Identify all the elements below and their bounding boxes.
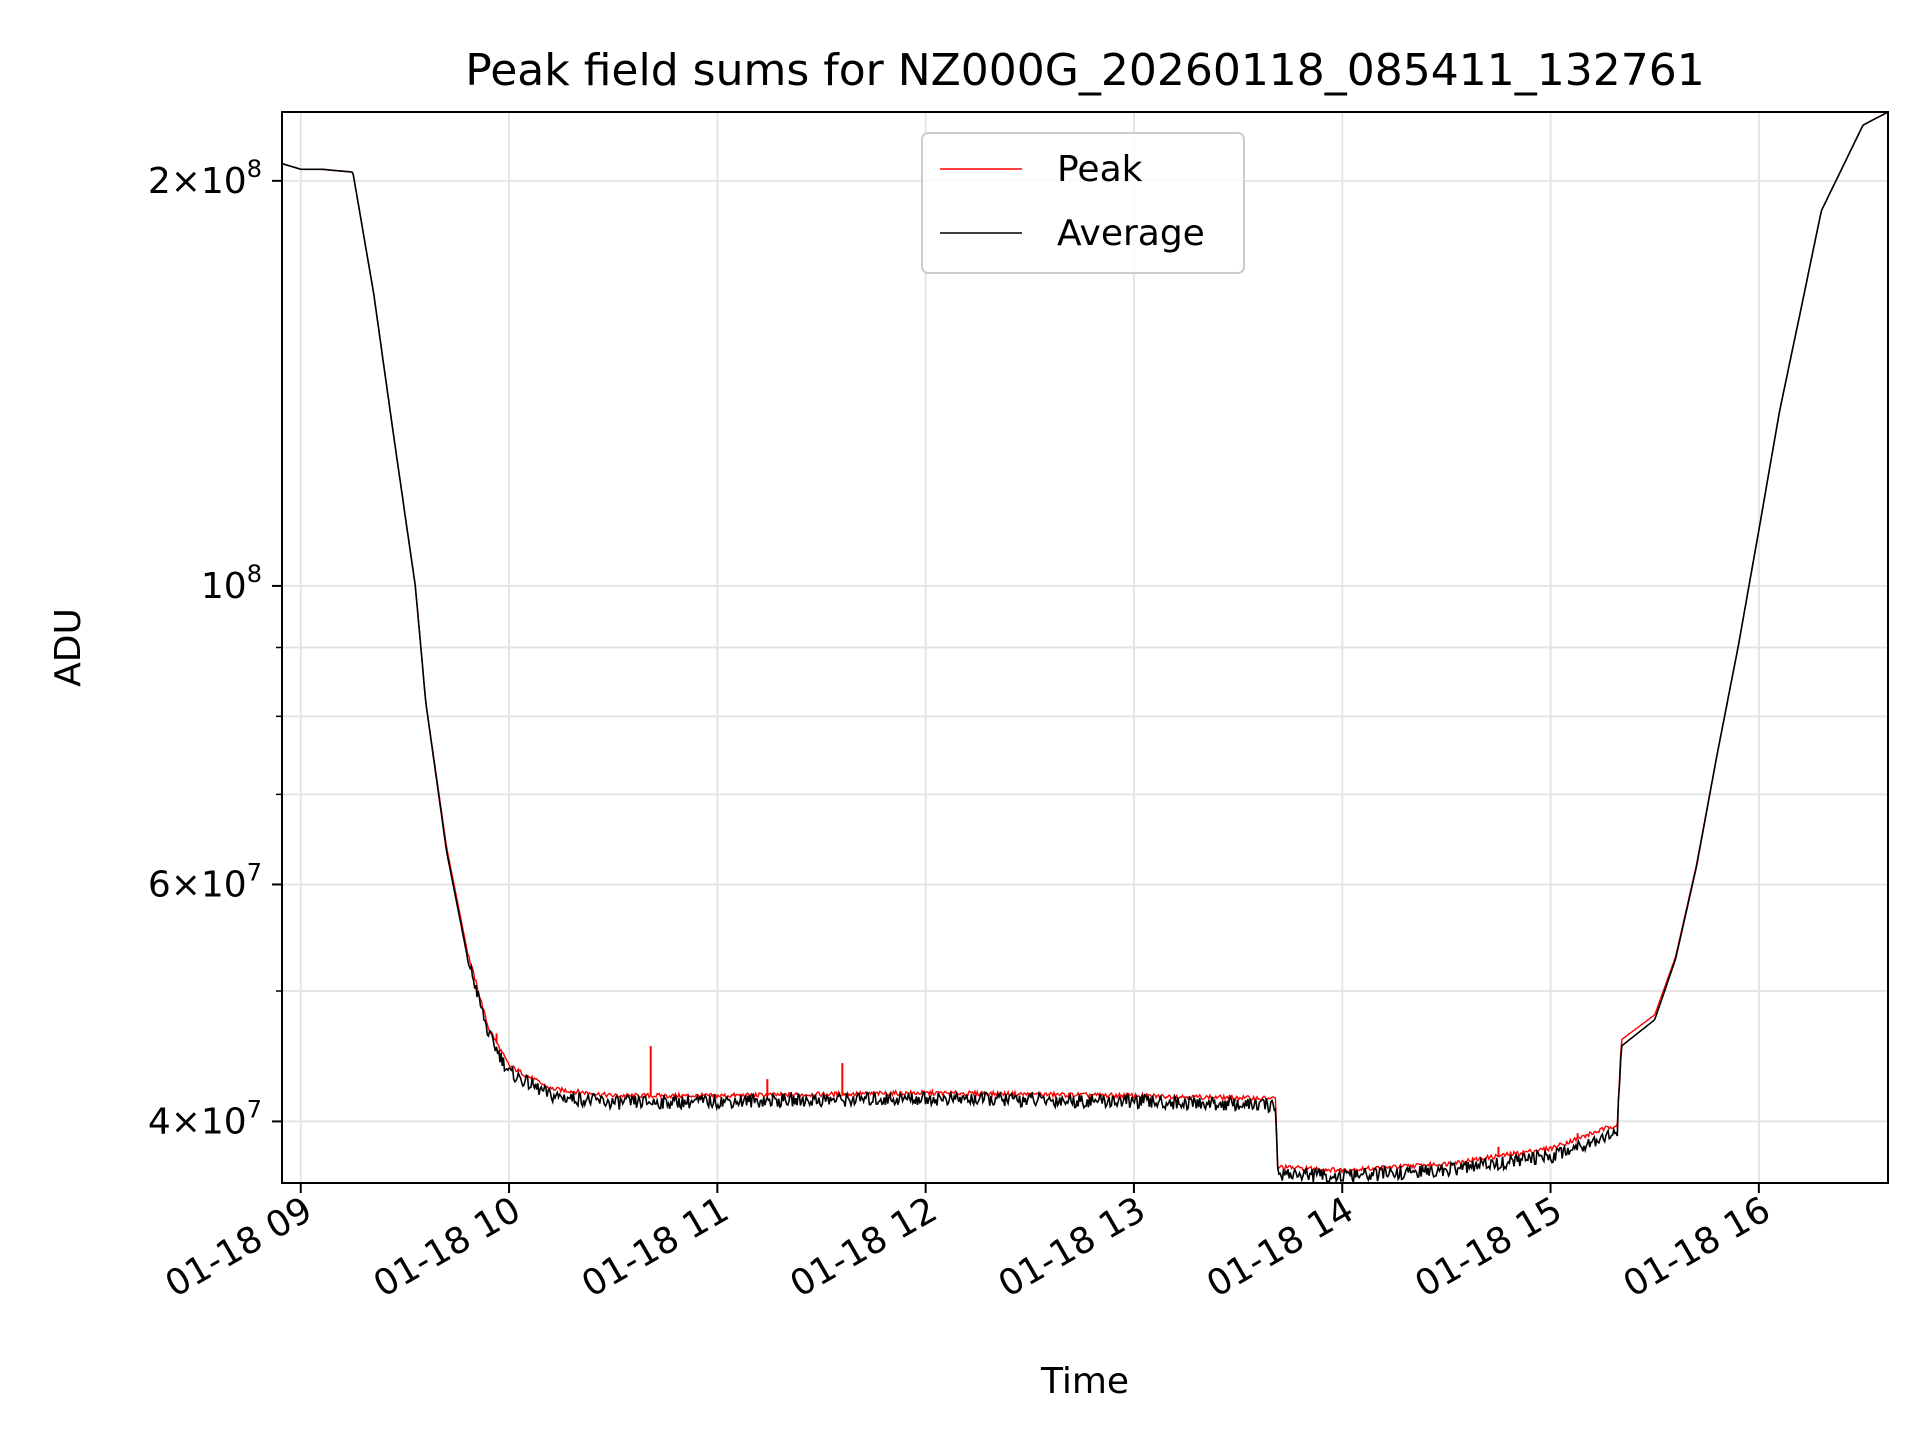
grid	[282, 112, 1888, 1183]
legend-label-peak: Peak	[1057, 149, 1143, 190]
series-line-average	[282, 112, 1888, 1183]
y-tick-label: 6×107	[148, 858, 262, 905]
y-tick-times: ×	[171, 864, 201, 905]
y-tick-base: 10	[201, 161, 247, 202]
y-tick-exponent: 8	[247, 155, 262, 183]
y-tick-times: ×	[171, 1101, 201, 1142]
y-tick-mantissa: 6	[148, 864, 171, 905]
y-tick-mantissa: 4	[148, 1101, 171, 1142]
x-axis-label: Time	[1040, 1361, 1129, 1402]
legend: Peak Average	[921, 132, 1245, 274]
y-tick-exponent: 8	[247, 560, 262, 588]
y-tick-label: 108	[201, 560, 262, 607]
y-tick-exponent: 7	[247, 1095, 262, 1123]
y-tick-base: 10	[201, 566, 247, 607]
chart-title: Peak field sums for NZ000G_20260118_0854…	[465, 45, 1704, 96]
y-tick-mantissa: 2	[148, 161, 171, 202]
y-tick-exponent: 7	[247, 858, 262, 886]
y-tick-label: 2×108	[148, 155, 262, 202]
y-tick-label: 4×107	[148, 1095, 262, 1142]
legend-box	[921, 132, 1245, 274]
y-axis-label: ADU	[48, 608, 89, 687]
y-tick-base: 10	[201, 1101, 247, 1142]
legend-label-average: Average	[1057, 213, 1205, 254]
y-tick-times: ×	[171, 161, 201, 202]
y-tick-base: 10	[201, 864, 247, 905]
series-layer	[282, 112, 1888, 1183]
